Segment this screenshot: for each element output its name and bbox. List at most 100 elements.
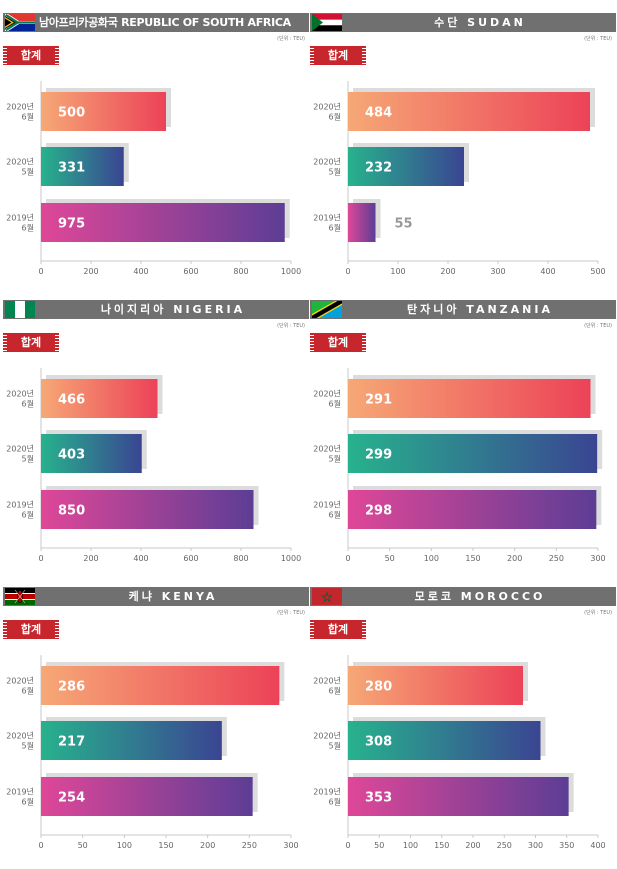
total-badge: 합계: [310, 333, 366, 352]
bar: [41, 92, 166, 131]
x-tick-label: 200: [83, 554, 98, 563]
x-tick-label: 300: [490, 267, 505, 276]
category-label-month: 5월: [22, 167, 34, 177]
x-tick-label: 300: [528, 841, 543, 850]
bar: [41, 777, 253, 816]
x-tick-label: 200: [507, 554, 522, 563]
x-tick-label: 50: [78, 841, 88, 850]
x-tick-label: 800: [233, 267, 248, 276]
category-label-year: 2020년: [313, 157, 341, 167]
x-tick-label: 0: [345, 841, 350, 850]
tanzania-flag-icon: [312, 301, 342, 318]
x-tick-label: 300: [283, 841, 298, 850]
bar: [348, 434, 598, 473]
category-label-month: 6월: [329, 112, 341, 122]
x-tick-label: 1000: [281, 267, 301, 276]
category-label-year: 2020년: [6, 157, 34, 167]
x-tick-label: 400: [133, 267, 148, 276]
x-tick-label: 0: [38, 267, 43, 276]
total-badge: 합계: [3, 333, 59, 352]
x-tick-label: 0: [345, 554, 350, 563]
total-badge: 합계: [310, 620, 366, 639]
bar: [41, 666, 280, 705]
south-africa-flag-icon: [5, 14, 35, 31]
category-label-year: 2019년: [313, 213, 341, 223]
panel-title: 남아프리카공화국 REPUBLIC OF SOUTH AFRICA: [39, 16, 291, 29]
category-label-year: 2019년: [6, 213, 34, 223]
x-tick-label: 400: [590, 841, 605, 850]
bar-value-label: 353: [365, 791, 392, 806]
panel-header: 남아프리카공화국 REPUBLIC OF SOUTH AFRICA: [3, 13, 309, 32]
panel-header: 탄자니아 TANZANIA: [310, 300, 616, 319]
bar: [348, 92, 590, 131]
x-tick-label: 100: [424, 554, 439, 563]
category-label-year: 2020년: [6, 731, 34, 741]
bar: [41, 721, 222, 760]
category-label-year: 2020년: [313, 102, 341, 112]
bar: [348, 721, 541, 760]
unit-label: (단위 : TEU): [584, 36, 612, 42]
panel-sudan: 수단 SUDAN (단위 : TEU) 합계 0 100 200 300 400 500 2…: [310, 13, 616, 295]
x-tick-label: 150: [465, 554, 480, 563]
bar-value-label: 466: [58, 393, 85, 408]
category-label-year: 2020년: [313, 676, 341, 686]
bar: [41, 203, 285, 242]
x-tick-label: 400: [540, 267, 555, 276]
bar-value-label: 217: [58, 735, 85, 750]
category-label-year: 2020년: [6, 389, 34, 399]
x-tick-label: 400: [133, 554, 148, 563]
bar: [41, 490, 254, 529]
bar: [348, 379, 591, 418]
bar-value-label: 850: [58, 504, 85, 519]
morocco-flag-icon: [312, 588, 342, 605]
x-tick-label: 800: [233, 554, 248, 563]
category-label-month: 6월: [22, 510, 34, 520]
bar: [41, 379, 158, 418]
x-tick-label: 1000: [281, 554, 301, 563]
category-label-year: 2019년: [6, 500, 34, 510]
nigeria-flag-icon: [5, 301, 35, 318]
kenya-flag-icon: [5, 588, 35, 605]
x-tick-label: 600: [183, 267, 198, 276]
category-label-month: 6월: [329, 223, 341, 233]
x-tick-label: 150: [434, 841, 449, 850]
panel-title: 수단 SUDAN: [434, 16, 526, 29]
bar: [41, 147, 124, 186]
bar-value-label: 254: [58, 791, 85, 806]
bar-value-label: 331: [58, 161, 85, 176]
category-label-month: 6월: [22, 797, 34, 807]
x-tick-label: 250: [497, 841, 512, 850]
panel-header: 수단 SUDAN: [310, 13, 616, 32]
category-label-year: 2020년: [6, 102, 34, 112]
category-label-month: 6월: [22, 223, 34, 233]
bar-value-label: 403: [58, 448, 85, 463]
bar-value-label: 232: [365, 161, 392, 176]
category-label-month: 6월: [329, 510, 341, 520]
category-label-year: 2020년: [313, 731, 341, 741]
bar-value-label: 280: [365, 680, 392, 695]
bar-value-label: 286: [58, 680, 85, 695]
category-label-month: 6월: [22, 399, 34, 409]
bar-value-label: 975: [58, 217, 85, 232]
panel-title: 모로코 MOROCCO: [414, 590, 546, 603]
panel-header: 케냐 KENYA: [3, 587, 309, 606]
bar: [348, 666, 523, 705]
bar: [348, 490, 597, 529]
x-tick-label: 100: [117, 841, 132, 850]
x-tick-label: 200: [440, 267, 455, 276]
category-label-month: 5월: [329, 167, 341, 177]
x-tick-label: 50: [374, 841, 384, 850]
x-tick-label: 0: [38, 554, 43, 563]
x-tick-label: 200: [200, 841, 215, 850]
x-tick-label: 200: [465, 841, 480, 850]
total-badge: 합계: [3, 46, 59, 65]
category-label-year: 2020년: [313, 444, 341, 454]
x-tick-label: 300: [590, 554, 605, 563]
unit-label: (단위 : TEU): [277, 36, 305, 42]
panel-south-africa: 남아프리카공화국 REPUBLIC OF SOUTH AFRICA (단위 : …: [3, 13, 309, 295]
panel-nigeria: 나이지리아 NIGERIA (단위 : TEU) 합계 0 200 400 600 80…: [3, 300, 309, 582]
